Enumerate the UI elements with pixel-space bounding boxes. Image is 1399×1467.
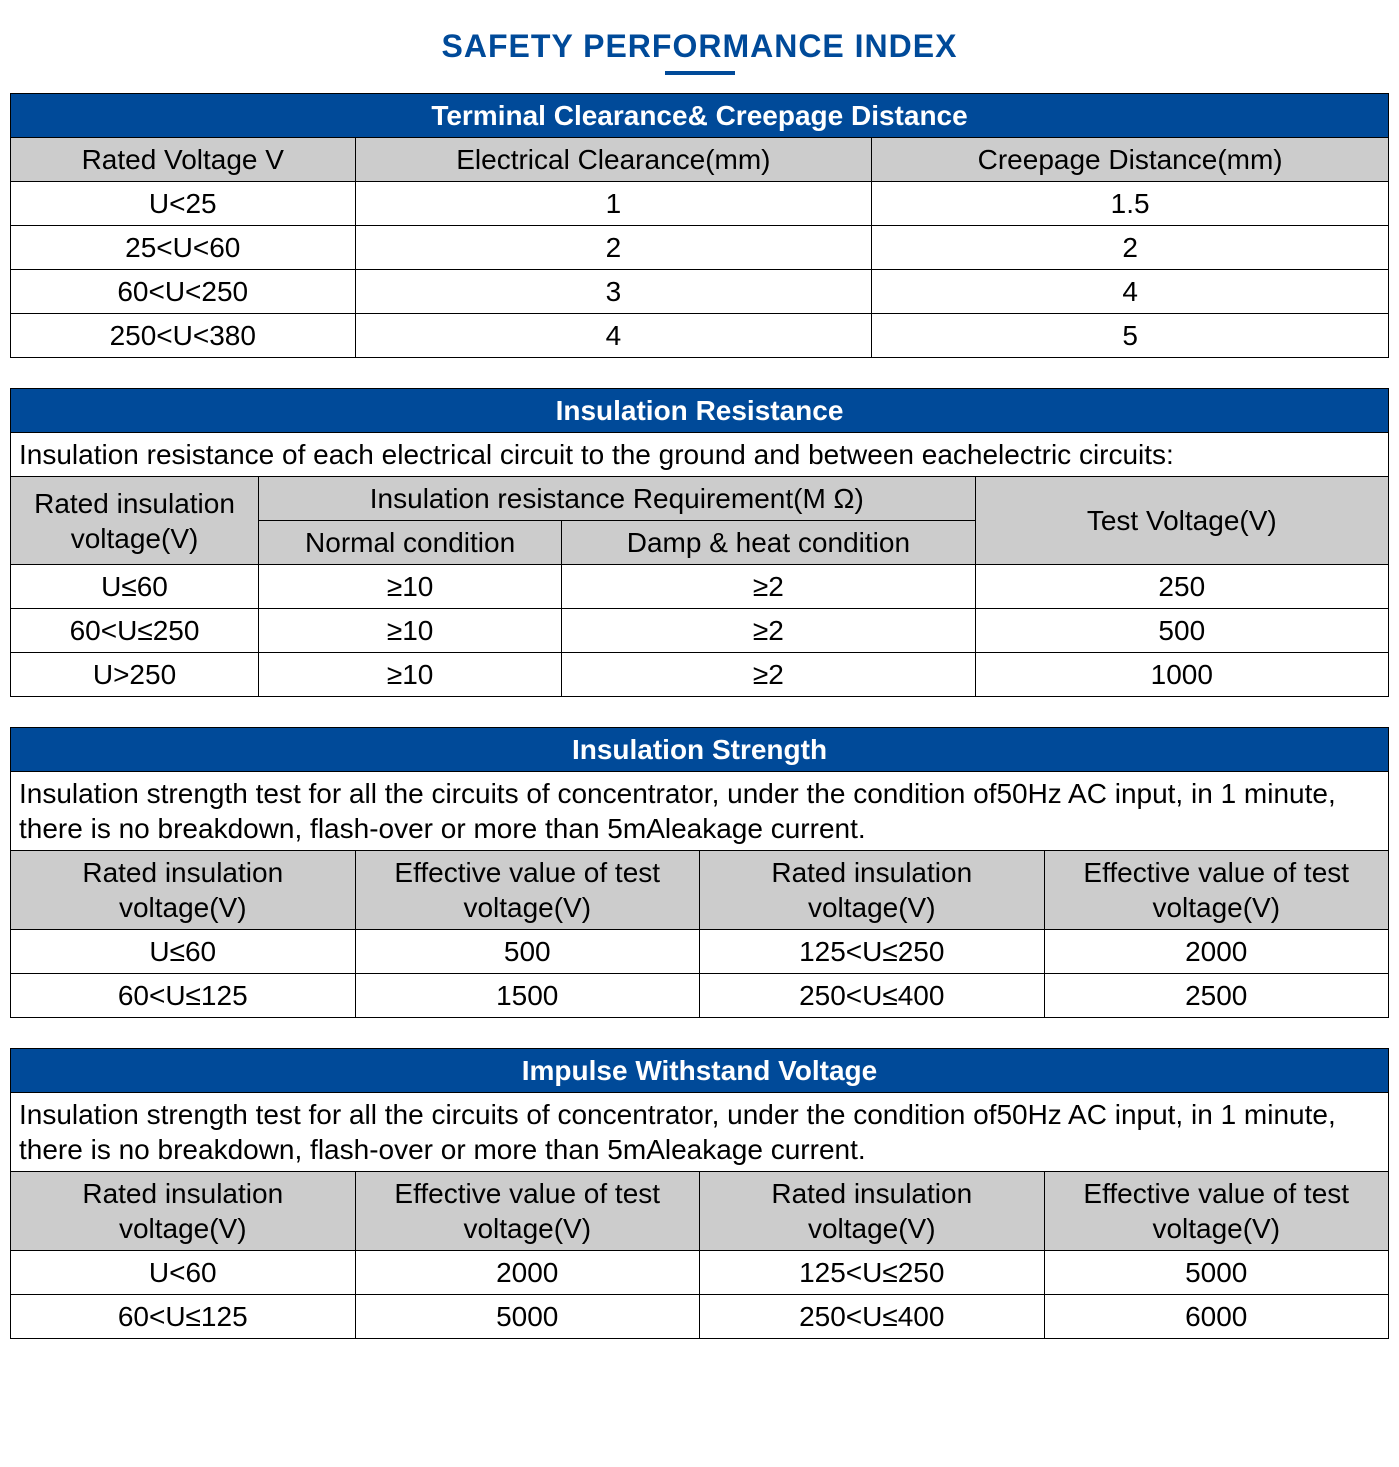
data-cell: 5: [872, 314, 1389, 358]
data-cell: 2: [872, 226, 1389, 270]
page-root: SAFETY PERFORMANCE INDEX Terminal Cleara…: [0, 0, 1399, 1409]
data-cell: U<60: [11, 1251, 356, 1295]
data-cell: 2000: [355, 1251, 700, 1295]
data-cell: 2: [355, 226, 872, 270]
table-row: U>250 ≥10 ≥2 1000: [11, 653, 1389, 697]
data-cell: ≥10: [259, 653, 562, 697]
col-header: Rated Voltage V: [11, 138, 356, 182]
data-cell: 5000: [1044, 1251, 1389, 1295]
col-header: Creepage Distance(mm): [872, 138, 1389, 182]
data-cell: 250<U≤400: [700, 974, 1045, 1018]
page-title: SAFETY PERFORMANCE INDEX: [10, 28, 1389, 65]
table-row: 25<U<60 2 2: [11, 226, 1389, 270]
data-cell: 500: [975, 609, 1388, 653]
insulation-strength-table: Insulation Strength Insulation strength …: [10, 727, 1389, 1018]
section-title: Insulation Resistance: [11, 389, 1389, 433]
table-row: U<25 1 1.5: [11, 182, 1389, 226]
col-header: Normal condition: [259, 521, 562, 565]
data-cell: 4: [872, 270, 1389, 314]
table-row: Impulse Withstand Voltage: [11, 1049, 1389, 1093]
section-title: Impulse Withstand Voltage: [11, 1049, 1389, 1093]
table-row: U≤60 ≥10 ≥2 250: [11, 565, 1389, 609]
table-row: 250<U<380 4 5: [11, 314, 1389, 358]
data-cell: U≤60: [11, 930, 356, 974]
col-header: Effective value of test voltage(V): [1044, 1172, 1389, 1251]
table-row: Rated insulation voltage(V) Effective va…: [11, 1172, 1389, 1251]
col-header: Insulation resistance Requirement(M Ω): [259, 477, 976, 521]
col-header: Electrical Clearance(mm): [355, 138, 872, 182]
data-cell: ≥2: [562, 653, 975, 697]
data-cell: 1500: [355, 974, 700, 1018]
data-cell: 125<U≤250: [700, 930, 1045, 974]
data-cell: 4: [355, 314, 872, 358]
data-cell: 2500: [1044, 974, 1389, 1018]
data-cell: 125<U≤250: [700, 1251, 1045, 1295]
table-row: 60<U≤125 1500 250<U≤400 2500: [11, 974, 1389, 1018]
data-cell: 250: [975, 565, 1388, 609]
table-row: 60<U≤250 ≥10 ≥2 500: [11, 609, 1389, 653]
description-cell: Insulation resistance of each electrical…: [11, 433, 1389, 477]
data-cell: 60<U≤250: [11, 609, 259, 653]
data-cell: 500: [355, 930, 700, 974]
data-cell: 60<U≤125: [11, 974, 356, 1018]
table-row: 60<U≤125 5000 250<U≤400 6000: [11, 1295, 1389, 1339]
terminal-table: Terminal Clearance& Creepage Distance Ra…: [10, 93, 1389, 358]
col-header: Effective value of test voltage(V): [355, 1172, 700, 1251]
data-cell: 5000: [355, 1295, 700, 1339]
table-row: Insulation strength test for all the cir…: [11, 1093, 1389, 1172]
col-header: Rated insulation voltage(V): [11, 1172, 356, 1251]
col-header: Damp & heat condition: [562, 521, 975, 565]
table-row: Rated Voltage V Electrical Clearance(mm)…: [11, 138, 1389, 182]
data-cell: ≥10: [259, 609, 562, 653]
section-title: Insulation Strength: [11, 728, 1389, 772]
col-header: Effective value of test voltage(V): [355, 851, 700, 930]
table-row: Rated insulation voltage(V) Insulation r…: [11, 477, 1389, 521]
table-row: Insulation strength test for all the cir…: [11, 772, 1389, 851]
col-header: Effective value of test voltage(V): [1044, 851, 1389, 930]
table-row: Insulation resistance of each electrical…: [11, 433, 1389, 477]
col-header: Rated insulation voltage(V): [700, 851, 1045, 930]
col-header: Rated insulation voltage(V): [700, 1172, 1045, 1251]
data-cell: 60<U≤125: [11, 1295, 356, 1339]
table-row: U<60 2000 125<U≤250 5000: [11, 1251, 1389, 1295]
col-header: Test Voltage(V): [975, 477, 1388, 565]
data-cell: 25<U<60: [11, 226, 356, 270]
table-row: Rated insulation voltage(V) Effective va…: [11, 851, 1389, 930]
data-cell: 250<U<380: [11, 314, 356, 358]
data-cell: ≥10: [259, 565, 562, 609]
data-cell: 1000: [975, 653, 1388, 697]
data-cell: U≤60: [11, 565, 259, 609]
table-row: U≤60 500 125<U≤250 2000: [11, 930, 1389, 974]
data-cell: ≥2: [562, 609, 975, 653]
table-row: 60<U<250 3 4: [11, 270, 1389, 314]
table-row: Insulation Strength: [11, 728, 1389, 772]
data-cell: 6000: [1044, 1295, 1389, 1339]
data-cell: U>250: [11, 653, 259, 697]
title-underline: [665, 71, 735, 75]
table-row: Insulation Resistance: [11, 389, 1389, 433]
data-cell: ≥2: [562, 565, 975, 609]
section-title: Terminal Clearance& Creepage Distance: [11, 94, 1389, 138]
table-row: Terminal Clearance& Creepage Distance: [11, 94, 1389, 138]
data-cell: 1.5: [872, 182, 1389, 226]
col-header: Rated insulation voltage(V): [11, 851, 356, 930]
insulation-resistance-table: Insulation Resistance Insulation resista…: [10, 388, 1389, 697]
description-cell: Insulation strength test for all the cir…: [11, 1093, 1389, 1172]
data-cell: 1: [355, 182, 872, 226]
data-cell: 3: [355, 270, 872, 314]
data-cell: U<25: [11, 182, 356, 226]
data-cell: 2000: [1044, 930, 1389, 974]
data-cell: 250<U≤400: [700, 1295, 1045, 1339]
impulse-table: Impulse Withstand Voltage Insulation str…: [10, 1048, 1389, 1339]
col-header: Rated insulation voltage(V): [11, 477, 259, 565]
description-cell: Insulation strength test for all the cir…: [11, 772, 1389, 851]
data-cell: 60<U<250: [11, 270, 356, 314]
